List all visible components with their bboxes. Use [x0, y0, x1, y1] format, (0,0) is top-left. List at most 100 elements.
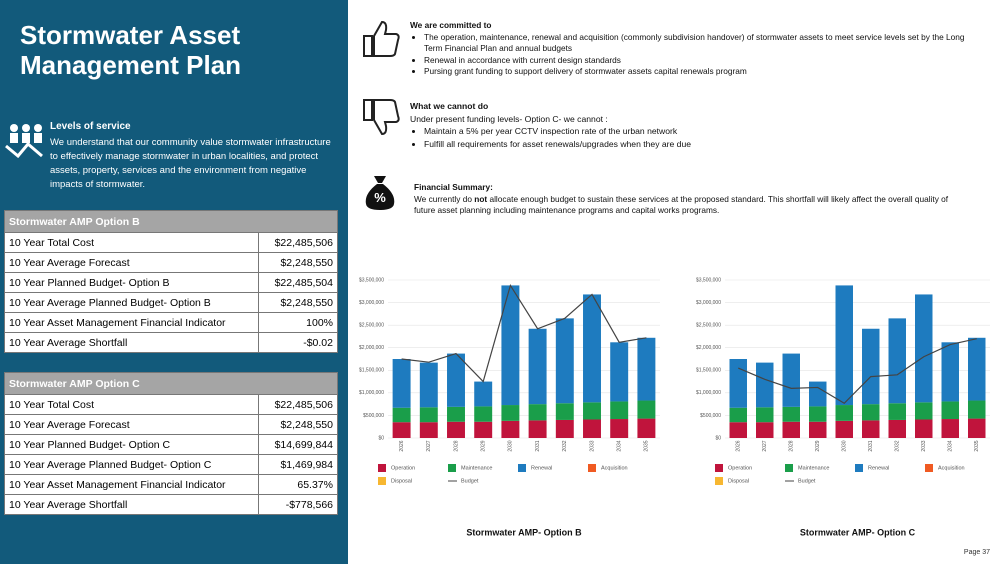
bar-segment [729, 359, 747, 408]
y-tick-label: $500,000 [700, 413, 721, 419]
legend-swatch [588, 464, 596, 472]
bar-segment [501, 285, 520, 406]
bar-segment [809, 381, 827, 407]
bar-segment [610, 401, 629, 420]
legend-swatch [785, 464, 793, 472]
x-tick-label: 2029 [481, 440, 487, 451]
bar-segment [555, 318, 574, 404]
x-tick-label: 2034 [948, 440, 954, 451]
legend-swatch [378, 477, 386, 485]
bullet: The operation, maintenance, renewal and … [424, 32, 970, 55]
y-tick-label: $2,000,000 [359, 345, 384, 351]
bar-segment [474, 381, 493, 407]
table-option-c: Stormwater AMP Option C 10 Year Total Cos… [4, 372, 338, 515]
row-value: $22,485,506 [258, 232, 338, 253]
legend-label: Budget [461, 478, 479, 484]
bar-segment [782, 421, 800, 438]
table-header: Stormwater AMP Option C [4, 372, 338, 395]
bar-segment [809, 421, 827, 438]
people-icon [5, 124, 43, 158]
legend-label: Acquisition [601, 465, 628, 471]
row-label: 10 Year Average Forecast [4, 252, 259, 273]
x-tick-label: 2030 [508, 440, 514, 451]
bar-segment [862, 420, 880, 438]
bar-segment [809, 406, 827, 422]
row-label: 10 Year Planned Budget- Option B [4, 272, 259, 293]
x-tick-label: 2033 [921, 440, 927, 451]
table-header: Stormwater AMP Option B [4, 210, 338, 233]
thumbs-down-icon [363, 99, 400, 136]
bar-segment [888, 318, 906, 404]
table-row: 10 Year Asset Management Financial Indic… [4, 474, 338, 495]
bar-segment [419, 362, 438, 408]
bullet: Renewal in accordance with current desig… [424, 55, 970, 67]
table-option-b: Stormwater AMP Option B 10 Year Total Cos… [4, 210, 338, 353]
bar-segment [501, 405, 520, 421]
legend-swatch [855, 464, 863, 472]
table-row: 10 Year Average Forecast $2,248,550 [4, 414, 338, 435]
x-tick-label: 2028 [453, 440, 459, 451]
levels-heading: Levels of service [50, 121, 131, 132]
bar-segment [968, 418, 986, 438]
row-label: 10 Year Average Shortfall [4, 494, 259, 515]
bar-segment [637, 400, 656, 419]
legend-label: Disposal [728, 478, 749, 484]
cannot-intro: Under present funding levels- Option C- … [410, 113, 608, 124]
row-label: 10 Year Average Forecast [4, 414, 259, 435]
bar-segment [915, 419, 933, 438]
bar-segment [756, 407, 774, 423]
bar-segment [915, 294, 933, 403]
financial-section: Financial Summary: We currently do not a… [414, 182, 964, 217]
bar-segment [419, 407, 438, 423]
bar-segment [447, 353, 465, 407]
legend-label: Maintenance [461, 465, 493, 471]
svg-text:%: % [374, 190, 386, 205]
bar-segment [583, 419, 601, 438]
bar-segment [835, 285, 853, 406]
budget-line [738, 338, 977, 404]
legend-label: Renewal [868, 465, 889, 471]
page-number: Page 37 [963, 549, 990, 556]
x-tick-label: 2028 [789, 440, 795, 451]
x-tick-label: 2026 [736, 440, 742, 451]
bar-segment [528, 420, 547, 438]
bar-segment [474, 421, 493, 438]
cannot-section: What we cannot do Under present funding … [410, 100, 970, 150]
table-row: 10 Year Average Shortfall -$0.02 [4, 332, 338, 353]
x-tick-label: 2030 [842, 440, 848, 451]
row-value: $22,485,506 [258, 394, 338, 415]
levels-text: We understand that our community value s… [50, 137, 331, 190]
bar-segment [888, 419, 906, 438]
bar-segment [729, 407, 747, 423]
budget-line [401, 283, 647, 383]
bar-segment [583, 294, 601, 403]
y-tick-label: $3,000,000 [696, 300, 721, 306]
bar-segment [474, 406, 493, 422]
table-row: 10 Year Total Cost $22,485,506 [4, 232, 338, 253]
bar-segment [756, 362, 774, 408]
bar-segment [729, 422, 747, 438]
legend-swatch [715, 477, 723, 485]
charts: $0 $500,000 $1,000,000 $1,500,000 $2,000,000… [359, 277, 990, 537]
table-row: 10 Year Asset Management Financial Indic… [4, 312, 338, 333]
y-tick-label: $0 [715, 435, 721, 441]
legend-label: Renewal [531, 465, 552, 471]
x-tick-label: 2033 [589, 440, 595, 451]
bar-segment [392, 359, 411, 408]
y-tick-label: $3,500,000 [696, 277, 721, 283]
cannot-heading: What we cannot do [410, 101, 489, 111]
x-tick-label: 2034 [617, 440, 623, 451]
table-row: 10 Year Average Planned Budget- Option C… [4, 454, 338, 475]
table-row: 10 Year Planned Budget- Option C $14,699,… [4, 434, 338, 455]
header-row: Stormwater AMP Option B [4, 210, 338, 233]
bar-segment [392, 422, 411, 438]
y-tick-label: $0 [378, 435, 384, 441]
committed-heading: We are committed to [410, 20, 492, 30]
bar-segment [782, 406, 800, 422]
bar-segment [419, 422, 438, 438]
row-label: 10 Year Total Cost [4, 394, 259, 415]
row-value: -$0.02 [258, 332, 338, 353]
bar-segment [835, 420, 853, 438]
legend-swatch [715, 464, 723, 472]
